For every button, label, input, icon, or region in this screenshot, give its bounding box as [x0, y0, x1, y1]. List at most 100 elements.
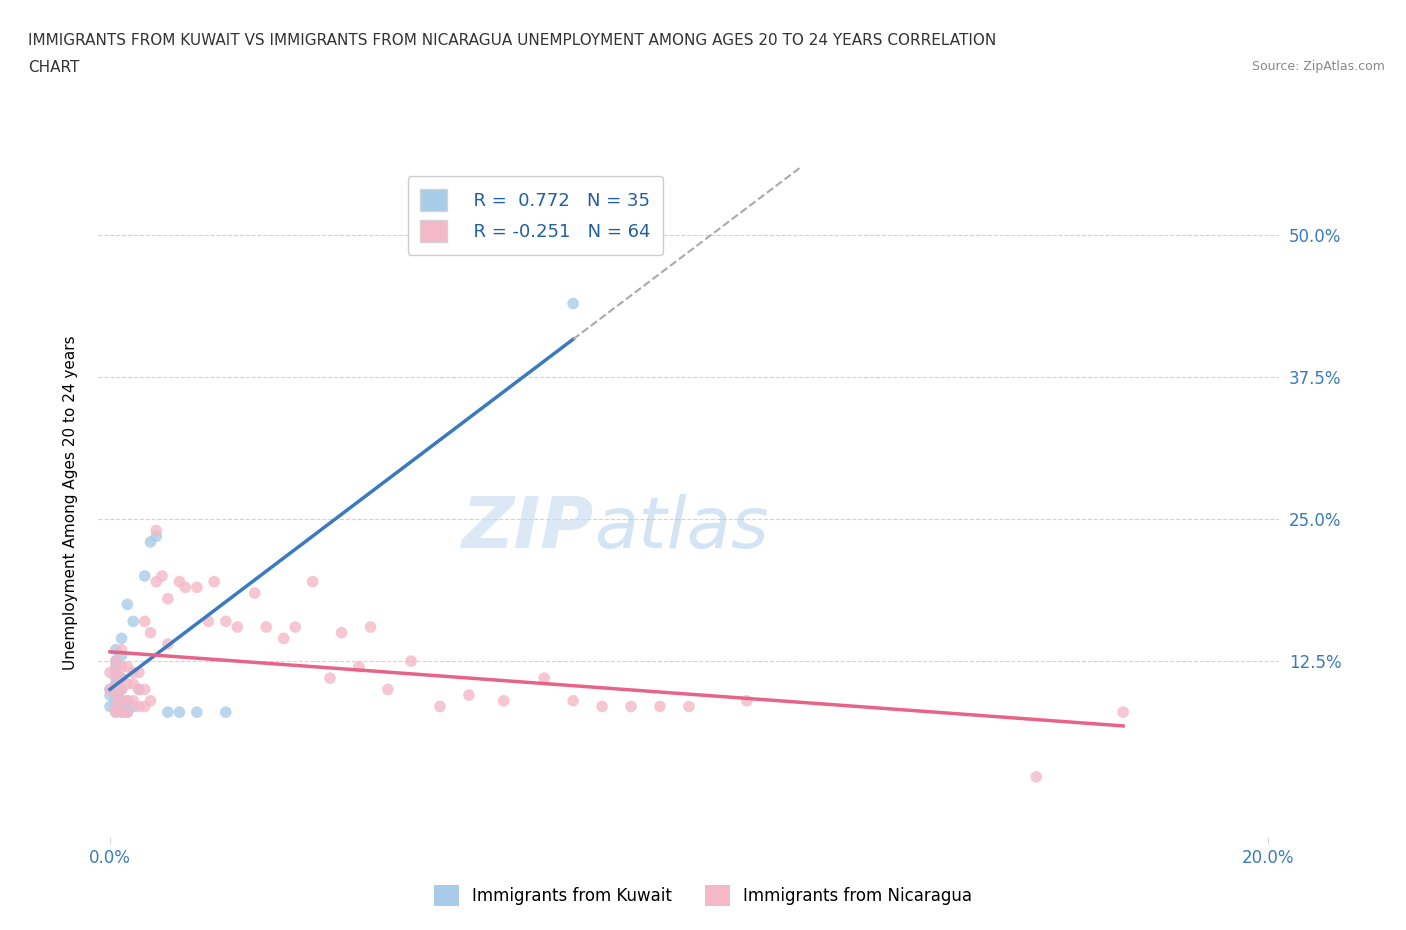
Point [98, 682, 121, 697]
Point [429, 699, 451, 714]
Point [226, 619, 249, 634]
Text: Source: ZipAtlas.com: Source: ZipAtlas.com [1251, 60, 1385, 73]
Point [301, 574, 323, 589]
Point [215, 705, 238, 720]
Point [117, 676, 139, 691]
Point [104, 676, 127, 691]
Point [98, 699, 121, 714]
Point [122, 614, 145, 629]
Point [139, 694, 162, 709]
Point [117, 705, 139, 720]
Point [134, 614, 156, 629]
Point [104, 676, 127, 691]
Point [186, 705, 208, 720]
Point [117, 597, 139, 612]
Point [110, 659, 132, 674]
Point [347, 659, 370, 674]
Point [104, 643, 127, 658]
Point [169, 705, 191, 720]
Point [134, 568, 156, 583]
Point [458, 687, 481, 702]
Point [104, 699, 127, 714]
Point [104, 687, 127, 702]
Point [145, 529, 167, 544]
Point [150, 568, 173, 583]
Point [186, 580, 208, 595]
Point [110, 682, 132, 697]
Point [648, 699, 671, 714]
Point [122, 694, 145, 709]
Point [110, 671, 132, 685]
Point [735, 694, 758, 709]
Point [360, 619, 382, 634]
Point [197, 614, 219, 629]
Point [104, 654, 127, 669]
Point [492, 694, 515, 709]
Text: ZIP: ZIP [463, 495, 595, 564]
Point [110, 682, 132, 697]
Point [104, 659, 127, 674]
Point [128, 682, 150, 697]
Point [678, 699, 700, 714]
Point [562, 694, 585, 709]
Point [562, 296, 585, 311]
Point [1025, 769, 1047, 784]
Point [104, 699, 127, 714]
Point [104, 665, 127, 680]
Point [128, 699, 150, 714]
Point [117, 659, 139, 674]
Point [128, 682, 150, 697]
Point [98, 665, 121, 680]
Point [284, 619, 307, 634]
Point [134, 699, 156, 714]
Point [104, 705, 127, 720]
Point [377, 682, 399, 697]
Text: IMMIGRANTS FROM KUWAIT VS IMMIGRANTS FROM NICARAGUA UNEMPLOYMENT AMONG AGES 20 T: IMMIGRANTS FROM KUWAIT VS IMMIGRANTS FRO… [28, 33, 997, 47]
Point [330, 625, 353, 640]
Point [169, 574, 191, 589]
Point [104, 694, 127, 709]
Point [110, 631, 132, 645]
Point [110, 694, 132, 709]
Point [110, 643, 132, 658]
Point [117, 694, 139, 709]
Point [134, 682, 156, 697]
Point [145, 574, 167, 589]
Point [110, 705, 132, 720]
Point [128, 665, 150, 680]
Point [1112, 705, 1135, 720]
Point [533, 671, 555, 685]
Point [110, 694, 132, 709]
Point [117, 705, 139, 720]
Point [110, 671, 132, 685]
Point [117, 694, 139, 709]
Point [104, 654, 127, 669]
Text: atlas: atlas [595, 495, 769, 564]
Point [399, 654, 422, 669]
Legend:   R =  0.772   N = 35,   R = -0.251   N = 64: R = 0.772 N = 35, R = -0.251 N = 64 [408, 177, 664, 255]
Point [273, 631, 295, 645]
Point [156, 591, 179, 606]
Point [98, 682, 121, 697]
Point [145, 524, 167, 538]
Point [122, 699, 145, 714]
Legend: Immigrants from Kuwait, Immigrants from Nicaragua: Immigrants from Kuwait, Immigrants from … [427, 879, 979, 912]
Point [110, 705, 132, 720]
Point [139, 535, 162, 550]
Point [156, 637, 179, 652]
Point [104, 682, 127, 697]
Point [110, 648, 132, 663]
Point [104, 705, 127, 720]
Point [110, 699, 132, 714]
Point [254, 619, 277, 634]
Text: CHART: CHART [28, 60, 80, 75]
Point [319, 671, 342, 685]
Point [104, 665, 127, 680]
Point [104, 687, 127, 702]
Point [156, 705, 179, 720]
Point [122, 676, 145, 691]
Point [620, 699, 643, 714]
Point [104, 671, 127, 685]
Point [591, 699, 613, 714]
Y-axis label: Unemployment Among Ages 20 to 24 years: Unemployment Among Ages 20 to 24 years [63, 335, 77, 670]
